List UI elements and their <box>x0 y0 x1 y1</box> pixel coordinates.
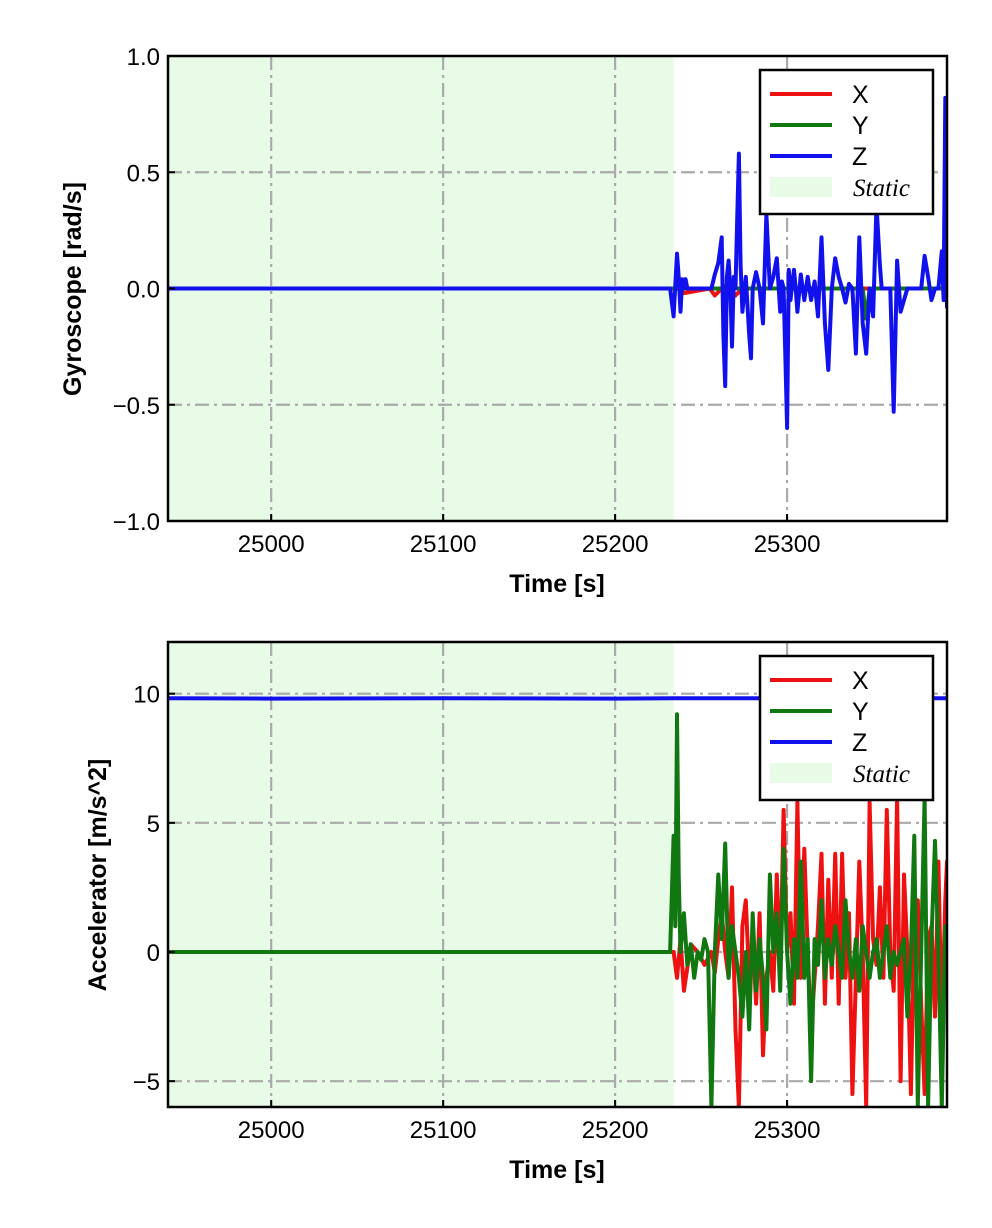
series-line-y <box>168 712 947 1107</box>
x-axis-title-accelerometer: Time [s] <box>509 1156 604 1184</box>
ticks-accelerometer: 25000 25100 25200 25300 10 5 0 −5 <box>133 682 821 1144</box>
x-tick-label: 25000 <box>238 531 305 558</box>
y-tick-label: 0.0 <box>127 277 160 304</box>
legend-swatch-static <box>770 177 832 197</box>
legend-label-static: Static <box>853 175 910 202</box>
static-region-accelerometer <box>168 642 674 1107</box>
y-axis-title-gyroscope: Gyroscope [rad/s] <box>59 182 87 396</box>
y-tick-label: −0.5 <box>113 393 160 420</box>
x-tick-label: 25100 <box>410 1117 477 1144</box>
y-tick-label: −5 <box>133 1069 160 1096</box>
legend-label-x: X <box>852 81 869 109</box>
plot-frame-accelerometer <box>166 640 949 1109</box>
x-tick-label: 25200 <box>582 1117 649 1144</box>
y-tick-label: 0 <box>147 940 160 967</box>
legend-swatch-static <box>770 763 832 783</box>
y-axis-title-accelerometer: Accelerator [m/s^2] <box>84 759 112 992</box>
accelerometer-panel: 25000 25100 25200 25300 10 5 0 −5 Time [s] Acce… <box>84 640 949 1184</box>
gyroscope-panel: 25000 25100 25200 25300 1.0 0.5 0.0 −0.5 −1.0 Ti… <box>59 44 949 598</box>
x-axis-title-gyroscope: Time [s] <box>509 570 604 598</box>
x-tick-label: 25200 <box>582 531 649 558</box>
y-tick-label: 1.0 <box>127 44 160 71</box>
series-line-z <box>168 95 947 430</box>
legend-label-static: Static <box>853 761 910 788</box>
legend-label-y: Y <box>852 112 869 140</box>
legend-accelerometer: XYZ Static <box>758 654 935 802</box>
x-tick-label: 25100 <box>410 531 477 558</box>
series-group-gyroscope <box>168 95 947 430</box>
legend-label-z: Z <box>852 143 867 171</box>
y-tick-label: 10 <box>133 682 160 709</box>
legend-label-y: Y <box>852 698 869 726</box>
y-tick-label: 0.5 <box>127 160 160 187</box>
x-tick-label: 25300 <box>754 1117 821 1144</box>
y-tick-label: 5 <box>147 811 160 838</box>
legend-label-z: Z <box>852 729 867 757</box>
legend-gyroscope: XYZ Static <box>758 68 935 216</box>
ticks-gyroscope: 25000 25100 25200 25300 1.0 0.5 0.0 −0.5 −1.0 <box>113 44 821 558</box>
legend-label-x: X <box>852 667 869 695</box>
x-tick-label: 25300 <box>754 531 821 558</box>
x-tick-label: 25000 <box>238 1117 305 1144</box>
y-tick-label: −1.0 <box>113 509 160 536</box>
